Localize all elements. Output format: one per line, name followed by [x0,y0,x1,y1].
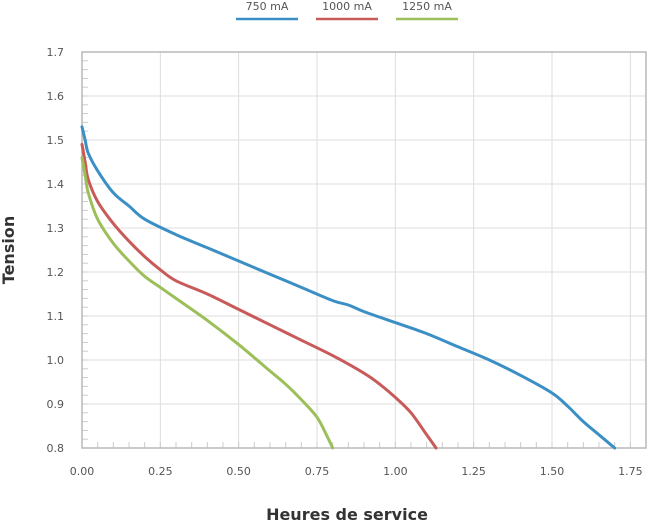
y-tick-label: 0.8 [47,442,65,455]
y-tick-label: 1.7 [47,46,65,59]
y-tick-label: 1.5 [47,134,65,147]
x-tick-labels: 0.00 0.25 0.50 0.75 1.00 1.25 1.50 1.75 [70,465,643,478]
x-tick-label: 1.00 [383,465,408,478]
x-tick-label: 1.75 [618,465,643,478]
chart-grid [81,51,646,449]
series-line-1 [80,142,438,450]
y-tick-label: 1.3 [47,222,65,235]
legend-label-1: 1000 mA [322,0,372,13]
legend-label-0: 750 mA [246,0,289,13]
x-tick-label: 0.75 [305,465,330,478]
legend-label-2: 1250 mA [402,0,452,13]
series-lines [80,125,617,450]
y-tick-label: 1.0 [47,354,65,367]
y-tick-label: 1.6 [47,90,65,103]
y-tick-label: 1.1 [47,310,65,323]
x-tick-label: 1.50 [540,465,565,478]
series-line-2 [80,156,335,450]
y-tick-label: 1.4 [47,178,65,191]
chart-legend: 750 mA 1000 mA 1250 mA [236,0,458,21]
x-tick-label: 0.00 [70,465,95,478]
x-axis-title: Heures de service [266,505,428,521]
y-tick-label: 1.2 [47,266,65,279]
x-tick-label: 0.25 [148,465,173,478]
minor-ticks [81,51,647,449]
x-tick-label: 0.50 [226,465,251,478]
plot-frame [81,51,647,449]
y-tick-label: 0.9 [47,398,65,411]
y-tick-labels: 0.8 0.9 1.0 1.1 1.2 1.3 1.4 1.5 1.6 1.7 [47,46,65,455]
series-line-0 [80,125,617,450]
x-tick-label: 1.25 [461,465,486,478]
y-axis-title: Tension [0,216,18,284]
